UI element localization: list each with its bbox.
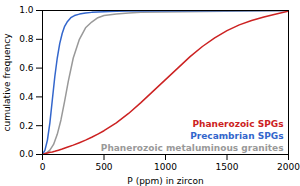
- svg-text:0.6: 0.6: [19, 63, 34, 73]
- svg-text:1000: 1000: [154, 162, 177, 172]
- svg-text:cumulative frequency: cumulative frequency: [2, 33, 12, 132]
- svg-text:1.0: 1.0: [19, 5, 34, 15]
- svg-text:0.4: 0.4: [19, 92, 34, 102]
- svg-text:500: 500: [95, 162, 112, 172]
- svg-text:P (ppm) in zircon: P (ppm) in zircon: [127, 176, 203, 186]
- svg-text:0: 0: [40, 162, 46, 172]
- svg-text:1500: 1500: [216, 162, 239, 172]
- svg-text:2000: 2000: [277, 162, 300, 172]
- svg-text:Phanerozoic metaluminous grani: Phanerozoic metaluminous granites: [101, 143, 284, 153]
- svg-text:Precambrian SPGs: Precambrian SPGs: [190, 131, 283, 141]
- svg-text:0.2: 0.2: [19, 121, 33, 131]
- svg-text:0.8: 0.8: [19, 34, 34, 44]
- svg-text:0.0: 0.0: [19, 149, 34, 159]
- svg-text:Phanerozoic SPGs: Phanerozoic SPGs: [192, 119, 283, 129]
